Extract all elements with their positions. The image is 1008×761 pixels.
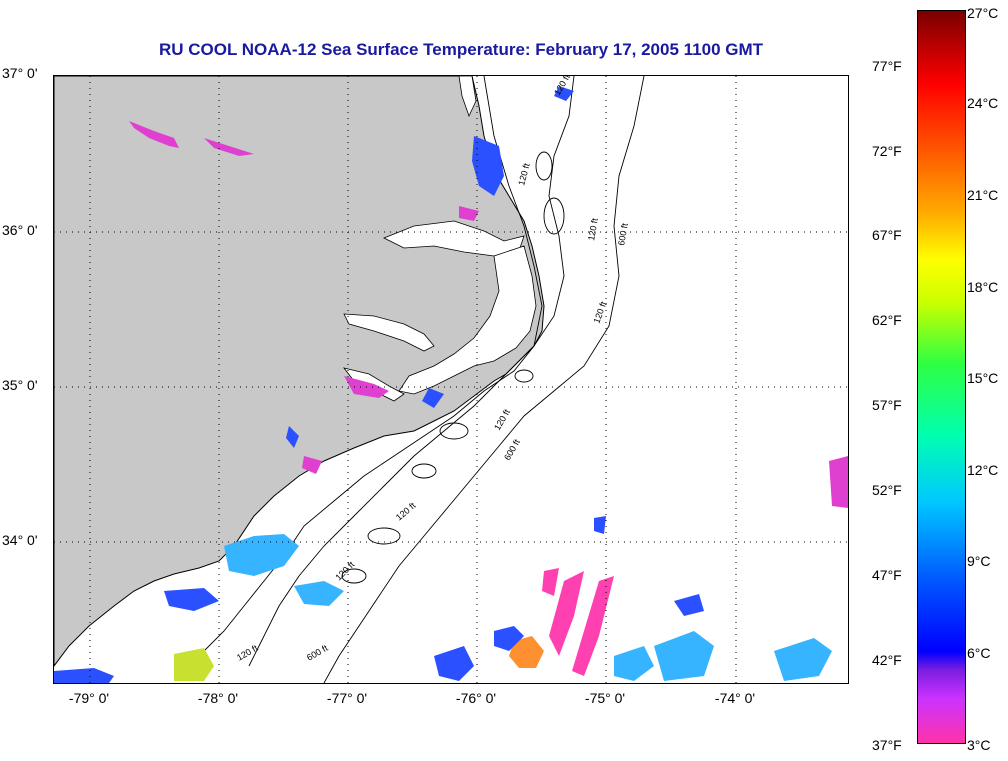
chesapeake-inlet — [458, 76, 477, 118]
colorbar-fahrenheit-label: 72°F — [872, 143, 902, 159]
sst-patch — [286, 426, 299, 448]
latitude-label: 36° 0' — [2, 222, 38, 238]
latitude-label: 37° 0' — [2, 65, 38, 81]
colorbar-fahrenheit-label: 47°F — [872, 567, 902, 583]
sst-patch — [434, 646, 474, 681]
longitude-label: -75° 0' — [584, 690, 626, 706]
graticule — [54, 76, 848, 683]
colorbar-celsius-label: 3°C — [967, 737, 991, 753]
colorbar-celsius-label: 24°C — [967, 95, 999, 111]
colorbar-fahrenheit-label: 37°F — [872, 737, 902, 753]
map-title: RU COOL NOAA-12 Sea Surface Temperature:… — [158, 40, 764, 59]
depth-contours — [183, 76, 645, 683]
pamlico-sound — [398, 245, 537, 395]
depth-label: 120 ft — [235, 643, 260, 663]
sst-patch — [54, 668, 114, 683]
sst-patch — [294, 581, 344, 606]
sst-patches — [54, 86, 848, 683]
colorbar-celsius-label: 18°C — [967, 279, 999, 295]
sst-patch — [204, 138, 254, 156]
sst-patch — [614, 646, 654, 681]
latitude-label: 35° 0' — [2, 377, 38, 393]
sst-patch — [174, 648, 214, 681]
sst-patch — [674, 594, 704, 616]
temperature-colorbar — [917, 10, 966, 744]
longitude-label: -79° 0' — [68, 690, 110, 706]
sst-patch — [654, 631, 714, 681]
colorbar-fahrenheit-label: 42°F — [872, 652, 902, 668]
depth-label: 600 ft — [502, 437, 522, 462]
depth-label: 120 ft — [591, 300, 608, 325]
colorbar-celsius-label: 27°C — [967, 5, 999, 21]
sst-patch — [774, 638, 832, 681]
sst-patch — [459, 206, 479, 221]
latitude-label: 34° 0' — [2, 532, 38, 548]
sst-patch — [494, 626, 524, 651]
longitude-label: -76° 0' — [455, 690, 497, 706]
pamlico-river — [343, 313, 435, 352]
depth-label: 120 ft — [586, 217, 600, 241]
sst-map: 120 ft 120 ft 120 ft 600 ft 120 ft 120 f… — [53, 75, 849, 684]
depth-label: 600 ft — [305, 643, 330, 663]
sst-patch — [164, 588, 219, 611]
colorbar-celsius-label: 21°C — [967, 187, 999, 203]
longitude-label: -74° 0' — [714, 690, 756, 706]
sst-patch — [542, 568, 559, 596]
longitude-label: -78° 0' — [197, 690, 239, 706]
albemarle-sound — [383, 220, 525, 257]
sst-patch — [224, 534, 299, 576]
land-mass — [54, 76, 545, 667]
colorbar-celsius-label: 6°C — [967, 645, 991, 661]
colorbar-fahrenheit-label: 67°F — [872, 227, 902, 243]
sst-patch — [509, 636, 544, 668]
colorbar-celsius-label: 15°C — [967, 370, 999, 386]
longitude-label: -77° 0' — [326, 690, 368, 706]
sst-patch — [129, 121, 179, 148]
sst-patch — [549, 571, 584, 656]
colorbar-celsius-label: 9°C — [967, 553, 991, 569]
sst-patch — [302, 456, 322, 474]
sst-patch — [422, 388, 444, 408]
depth-label: 120 ft — [516, 162, 532, 187]
depth-label: 120 ft — [492, 407, 512, 432]
map-canvas: 120 ft 120 ft 120 ft 600 ft 120 ft 120 f… — [54, 76, 848, 683]
sst-patch — [572, 576, 614, 676]
sst-patch — [554, 86, 574, 101]
sst-patch — [829, 456, 848, 508]
sst-patch — [472, 136, 504, 196]
depth-label: 120 ft — [333, 559, 356, 582]
colorbar-fahrenheit-label: 62°F — [872, 312, 902, 328]
depth-label: 120 ft — [394, 500, 418, 522]
sst-patch — [594, 516, 606, 534]
depth-label: 600 ft — [616, 222, 630, 246]
colorbar-fahrenheit-label: 77°F — [872, 58, 902, 74]
colorbar-celsius-label: 12°C — [967, 462, 999, 478]
colorbar-fahrenheit-label: 57°F — [872, 397, 902, 413]
colorbar-fahrenheit-label: 52°F — [872, 482, 902, 498]
